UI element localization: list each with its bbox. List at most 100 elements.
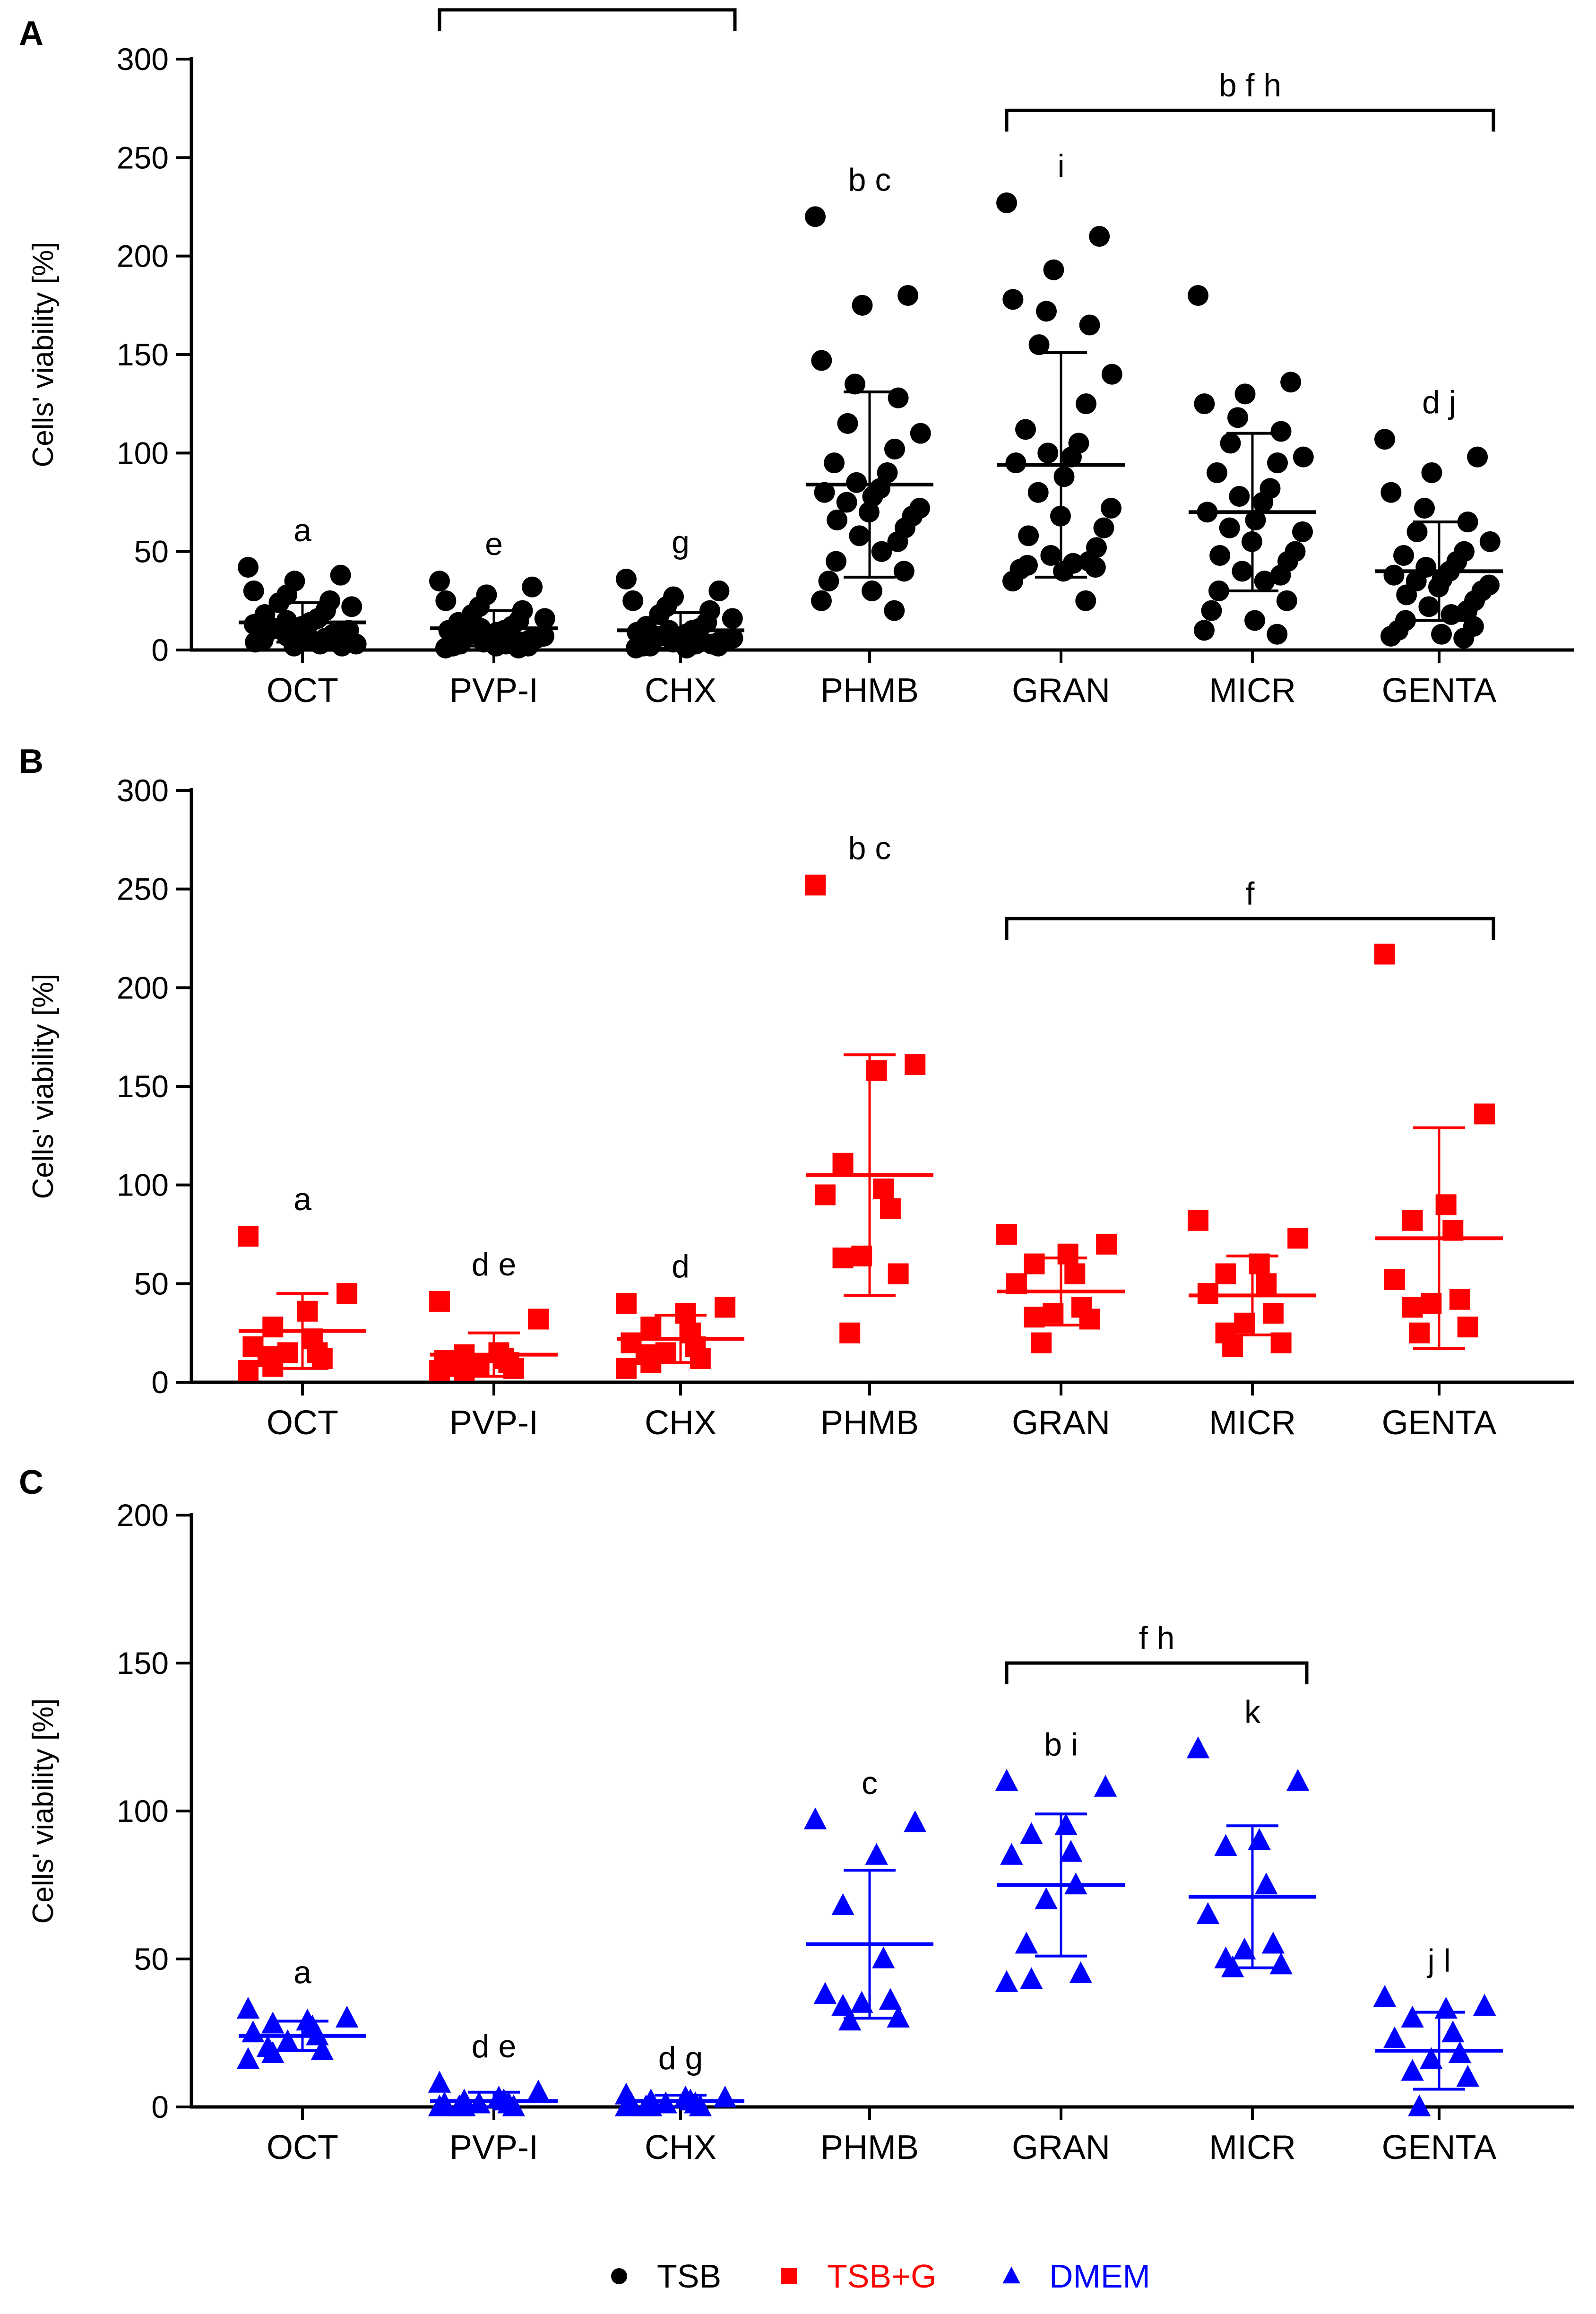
data-point [1196, 1902, 1220, 1924]
data-point [1040, 545, 1061, 566]
data-point [903, 1810, 927, 1832]
significance-label: c [862, 1765, 878, 1801]
bracket-label: d [578, 0, 596, 3]
significance-label: a [293, 512, 311, 548]
data-point [297, 1300, 318, 1322]
data-point [1245, 510, 1266, 530]
data-point [1380, 482, 1402, 503]
group-genta: GENTA j l [1373, 1942, 1503, 2167]
data-point [862, 581, 883, 601]
data-point [1449, 1289, 1470, 1310]
data-point [1280, 372, 1302, 393]
y-tick-label: 50 [134, 1941, 169, 1976]
panel-a: A Cells' viability [%] 0 50 100 150 200 250 300 O… [19, 0, 1574, 710]
x-tick-label: GRAN [1012, 672, 1110, 710]
data-point [1069, 1961, 1093, 1984]
data-point [622, 590, 644, 611]
significance-label: d [672, 1248, 690, 1284]
data-point [1441, 2020, 1465, 2043]
legend-item: DMEM [1002, 2258, 1150, 2295]
data-point [522, 576, 543, 598]
significance-label: b i [1044, 1726, 1078, 1762]
data-point [1222, 1336, 1243, 1357]
group-chx: CHX g [616, 524, 744, 710]
legend-label: TSB+G [827, 2258, 936, 2295]
data-point [1201, 600, 1222, 621]
data-point [1020, 1967, 1043, 1989]
data-point [1015, 1932, 1038, 1954]
data-point [1396, 584, 1417, 606]
y-tick-label: 150 [117, 1646, 169, 1681]
significance-bracket [1005, 917, 1495, 940]
data-point [872, 1946, 895, 1968]
data-point [1457, 1317, 1478, 1338]
data-point [625, 637, 647, 659]
data-point [1094, 1775, 1117, 1797]
panel-label: B [19, 743, 43, 780]
data-point [1373, 1985, 1397, 2007]
data-point [1402, 1210, 1423, 1231]
y-tick-label: 150 [117, 1069, 169, 1104]
data-point [1286, 1769, 1310, 1791]
group-genta: GENTA [1374, 944, 1503, 1442]
data-point [850, 1991, 873, 2013]
data-point [1219, 517, 1240, 538]
x-tick-label: GENTA [1382, 672, 1497, 710]
x-tick-label: PHMB [820, 2129, 919, 2167]
data-point [865, 1843, 888, 1865]
data-point [811, 350, 832, 371]
data-point [453, 2094, 476, 2116]
data-point [640, 1317, 662, 1338]
data-point [849, 525, 870, 546]
significance-label: b c [848, 162, 891, 198]
data-point [814, 482, 835, 503]
y-tick-label: 0 [151, 633, 169, 667]
data-point [1079, 314, 1100, 336]
data-point [1406, 521, 1428, 542]
data-point [236, 2047, 260, 2069]
data-point [837, 413, 858, 434]
y-tick-label: 100 [117, 435, 169, 470]
significance-label: k [1244, 1694, 1261, 1730]
data-point [428, 2094, 451, 2116]
data-point [243, 581, 264, 601]
data-point [1409, 1322, 1430, 1343]
data-point [995, 1769, 1018, 1791]
data-point [1261, 1932, 1285, 1954]
significance-label: a [293, 1954, 311, 1990]
data-point [1414, 498, 1435, 519]
y-tick-label: 300 [117, 773, 169, 808]
data-point [1380, 625, 1401, 647]
data-point [311, 2038, 334, 2060]
data-point [242, 2020, 265, 2043]
significance-bracket [1005, 108, 1495, 132]
data-point [262, 1356, 284, 1377]
data-point [1037, 442, 1059, 464]
legend-label: TSB [657, 2258, 721, 2295]
data-point [887, 2005, 910, 2028]
data-point [811, 590, 832, 611]
data-point [1061, 446, 1082, 468]
group-gran: GRAN i [996, 148, 1125, 710]
bracket-label: f [1246, 875, 1255, 911]
data-point [708, 581, 730, 601]
data-point [1383, 2026, 1406, 2048]
group-oct: OCT a [238, 512, 367, 710]
data-point [1276, 590, 1297, 611]
data-point [1254, 571, 1275, 592]
data-point [1270, 421, 1292, 442]
legend-marker [781, 2268, 797, 2284]
data-point [1208, 581, 1229, 601]
data-point [238, 557, 259, 578]
data-point [880, 1198, 901, 1219]
data-point [1287, 1228, 1309, 1249]
group-pvp-i: PVP-I d e [429, 1247, 558, 1442]
data-point [871, 541, 892, 562]
data-point [1479, 531, 1501, 552]
group-phmb: PHMB b c [805, 162, 933, 710]
data-point [803, 1807, 827, 1829]
data-point [836, 492, 857, 513]
data-point [689, 2094, 712, 2116]
data-point [707, 635, 729, 657]
data-point [1374, 944, 1395, 965]
